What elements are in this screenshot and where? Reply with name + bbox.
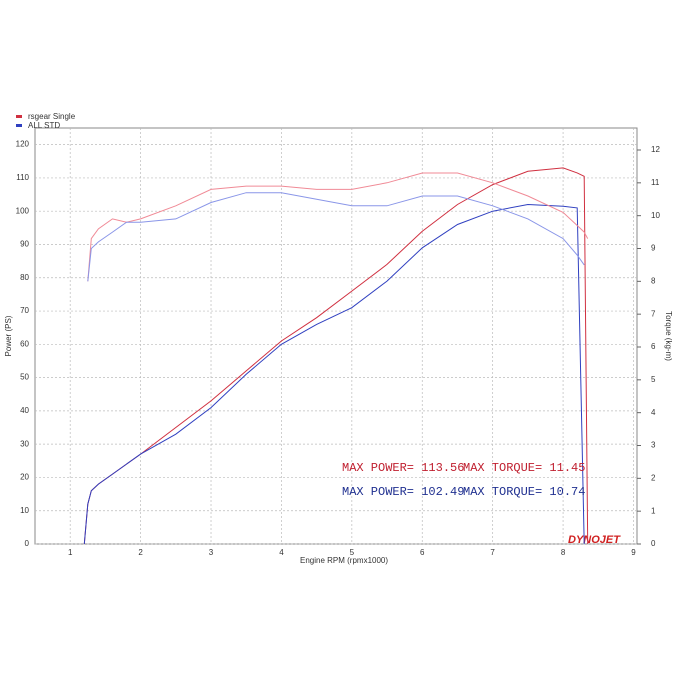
y2-tick-label: 1 (651, 506, 656, 515)
line (87, 172, 589, 282)
annotation: MAX POWER= 113.56 (342, 461, 464, 475)
y-tick-label: 70 (20, 306, 29, 315)
y-tick-label: 60 (20, 339, 29, 348)
y-tick-label: 90 (20, 240, 29, 249)
line (83, 203, 585, 545)
legend-swatch (16, 115, 22, 118)
legend-swatch (16, 124, 22, 127)
y-tick-label: 50 (20, 373, 29, 382)
y2-axis-label: Torque (kg-m) (664, 311, 673, 361)
y-tick-label: 120 (16, 140, 30, 149)
y2-tick-label: 2 (651, 473, 656, 482)
x-tick-label: 6 (420, 548, 425, 557)
x-tick-label: 7 (490, 548, 495, 557)
y2-tick-label: 12 (651, 145, 660, 154)
y-tick-label: 80 (20, 273, 29, 282)
y-tick-label: 10 (20, 506, 29, 515)
y-tick-label: 0 (25, 539, 30, 548)
y-tick-label: 20 (20, 473, 29, 482)
logo: DYNOJET (568, 534, 621, 546)
x-tick-label: 3 (209, 548, 214, 557)
x-tick-label: 2 (138, 548, 143, 557)
annotation: MAX POWER= 102.49 (342, 485, 464, 499)
annotation: MAX TORQUE= 11.45 (463, 461, 585, 475)
x-tick-label: 5 (350, 548, 355, 557)
annotation: MAX TORQUE= 10.74 (463, 485, 585, 499)
y2-tick-label: 5 (651, 375, 656, 384)
y2-tick-label: 8 (651, 276, 656, 285)
x-axis-label: Engine RPM (rpmx1000) (300, 556, 388, 565)
y2-tick-label: 10 (651, 211, 660, 220)
y2-tick-label: 7 (651, 309, 656, 318)
y2-tick-label: 4 (651, 408, 656, 417)
legend-label: rsgear Single (28, 112, 76, 121)
y-tick-label: 30 (20, 439, 29, 448)
line (87, 192, 585, 282)
y-axis-label: Power (PS) (4, 315, 13, 356)
x-tick-label: 4 (279, 548, 284, 557)
y-tick-label: 100 (16, 206, 30, 215)
y2-tick-label: 6 (651, 342, 656, 351)
y2-tick-label: 3 (651, 441, 656, 450)
x-tick-label: 1 (68, 548, 73, 557)
legend-label: ALL STD (28, 121, 60, 130)
x-tick-label: 8 (561, 548, 566, 557)
y2-tick-label: 0 (651, 539, 656, 548)
y-tick-label: 40 (20, 406, 29, 415)
y2-tick-label: 9 (651, 244, 656, 253)
y-tick-label: 110 (16, 173, 29, 182)
y2-tick-label: 11 (651, 178, 660, 187)
x-tick-label: 9 (631, 548, 636, 557)
